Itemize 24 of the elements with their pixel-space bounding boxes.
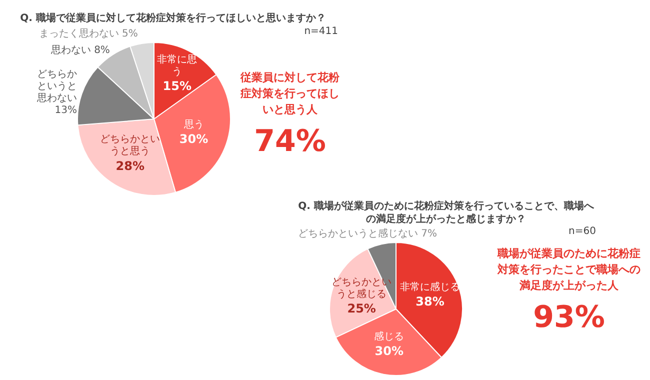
data-label: 15% xyxy=(162,79,192,94)
text: 従業員に対して花粉症対策を行ってほしいと思う人 xyxy=(239,70,340,118)
chart-title: Q. 職場が従業員のために花粉症対策を行っていることで、職場への満足度が上がったと感じますか？ xyxy=(297,200,595,226)
text: 93% xyxy=(532,300,606,335)
data-label: 13% xyxy=(54,104,77,116)
slice-label: どちらかというと感じない 7% xyxy=(298,228,438,240)
data-label: 30% xyxy=(374,344,404,358)
slice-label: 非常に感じる xyxy=(400,281,460,294)
category-label: 思わない 8% xyxy=(50,45,110,56)
data-label: 25% xyxy=(347,302,376,316)
text: 74% xyxy=(253,124,327,159)
slice-label: 思う xyxy=(182,119,204,130)
data-label: 30% xyxy=(179,132,208,146)
slice-label: どちらかというと思う xyxy=(100,134,160,158)
slice-label: どちらかというと思わない xyxy=(36,68,77,104)
data-label: 28% xyxy=(116,158,145,173)
slice-label: まったく思わない 5% xyxy=(38,28,138,40)
data-label: 38% xyxy=(416,294,444,309)
text: 職場が従業員のために花粉症対策を行ったことで職場への満足度が上がった人 xyxy=(496,246,642,294)
chart-title: Q. 職場で従業員に対して花粉症対策を行ってほしいと思いますか？ xyxy=(19,12,327,25)
text: n=411 xyxy=(303,26,338,37)
text: n=60 xyxy=(568,226,596,237)
slice-label: 非常に思う xyxy=(157,54,198,78)
slice-label: 感じる xyxy=(374,330,404,343)
